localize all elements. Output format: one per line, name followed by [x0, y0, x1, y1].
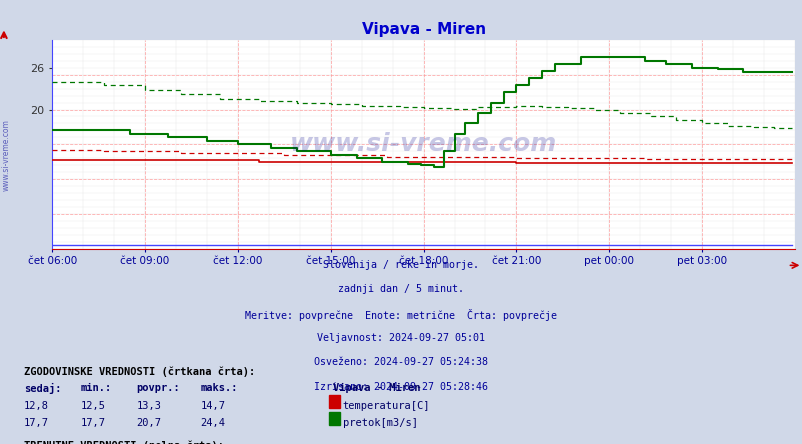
Text: povpr.:: povpr.:	[136, 383, 180, 393]
Text: Osveženo: 2024-09-27 05:24:38: Osveženo: 2024-09-27 05:24:38	[314, 357, 488, 368]
Text: 17,7: 17,7	[24, 418, 49, 428]
Text: www.si-vreme.com: www.si-vreme.com	[2, 119, 11, 191]
Text: 13,3: 13,3	[136, 401, 161, 411]
Text: 12,8: 12,8	[24, 401, 49, 411]
Text: 14,7: 14,7	[200, 401, 225, 411]
Text: maks.:: maks.:	[200, 383, 238, 393]
Text: Slovenija / reke in morje.: Slovenija / reke in morje.	[323, 260, 479, 270]
Text: Veljavnost: 2024-09-27 05:01: Veljavnost: 2024-09-27 05:01	[317, 333, 485, 343]
Text: 24,4: 24,4	[200, 418, 225, 428]
Text: temperatura[C]: temperatura[C]	[342, 401, 430, 411]
Text: Vipava - Miren: Vipava - Miren	[333, 383, 420, 393]
Text: Izrisano: 2024-09-27 05:28:46: Izrisano: 2024-09-27 05:28:46	[314, 382, 488, 392]
Text: TRENUTNE VREDNOSTI (polna črta):: TRENUTNE VREDNOSTI (polna črta):	[24, 440, 224, 444]
Text: ZGODOVINSKE VREDNOSTI (črtkana črta):: ZGODOVINSKE VREDNOSTI (črtkana črta):	[24, 366, 255, 377]
Text: 20,7: 20,7	[136, 418, 161, 428]
Title: Vipava - Miren: Vipava - Miren	[361, 22, 485, 37]
Text: Meritve: povprečne  Enote: metrične  Črta: povprečje: Meritve: povprečne Enote: metrične Črta:…	[245, 309, 557, 321]
Text: 17,7: 17,7	[80, 418, 105, 428]
Text: 12,5: 12,5	[80, 401, 105, 411]
Text: zadnji dan / 5 minut.: zadnji dan / 5 minut.	[338, 284, 464, 294]
Text: sedaj:: sedaj:	[24, 383, 62, 394]
Text: pretok[m3/s]: pretok[m3/s]	[342, 418, 417, 428]
Text: www.si-vreme.com: www.si-vreme.com	[290, 132, 557, 156]
Text: min.:: min.:	[80, 383, 111, 393]
